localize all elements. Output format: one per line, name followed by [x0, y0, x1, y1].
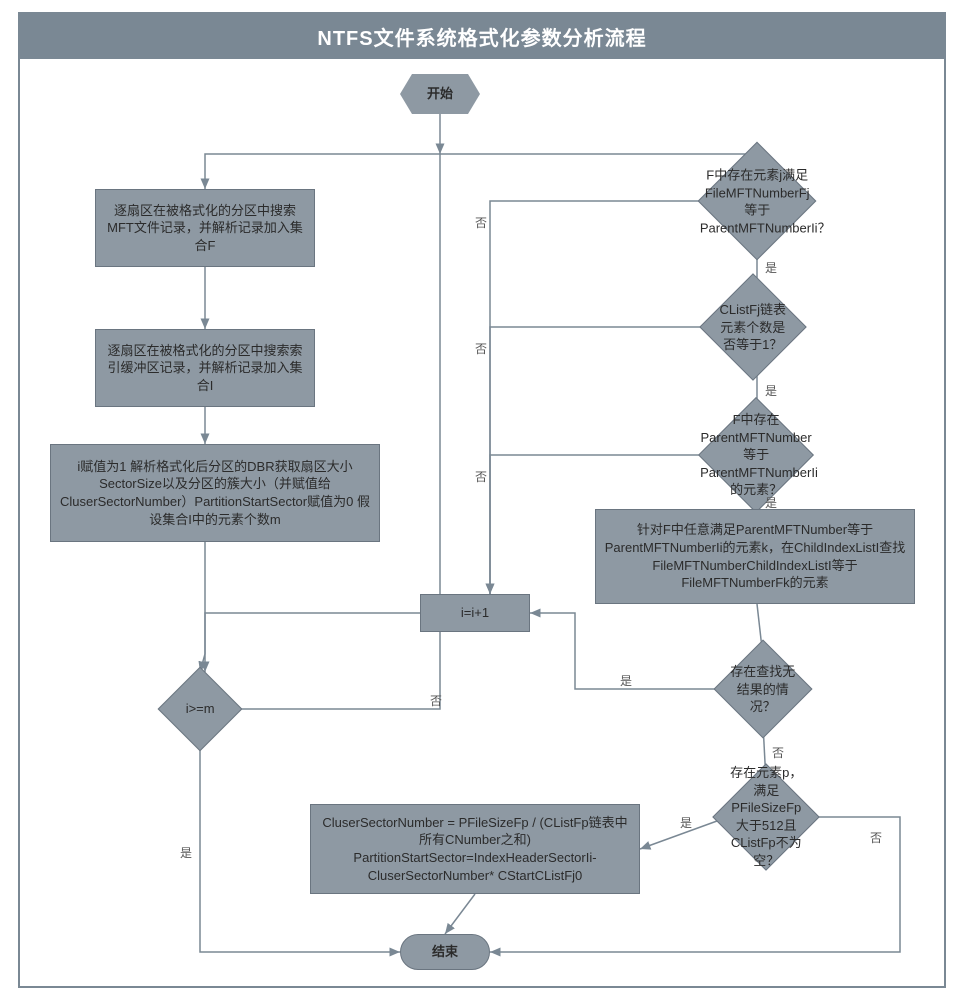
process-compute-result: CluserSectorNumber = PFileSizeFp / (CLis…	[310, 804, 640, 894]
edge-label: 否	[475, 340, 487, 357]
process-search-mft: 逐扇区在被格式化的分区中搜索MFT文件记录，并解析记录加入集合F	[95, 189, 315, 267]
edge-label: 是	[765, 259, 777, 276]
process-search-index: 逐扇区在被格式化的分区中搜索索引缓冲区记录，并解析记录加入集合I	[95, 329, 315, 407]
edge-label: 否	[430, 692, 442, 709]
process-search-child: 针对F中任意满足ParentMFTNumber等于ParentMFTNumber…	[595, 509, 915, 604]
decision-i-ge-m: i>=m	[158, 667, 243, 752]
edge-label: 是	[765, 382, 777, 399]
edge-label: 否	[870, 829, 882, 846]
process-init-vars: i赋值为1 解析格式化后分区的DBR获取扇区大小SectorSize以及分区的簇…	[50, 444, 380, 542]
flowchart-frame: NTFS文件系统格式化参数分析流程 开始 逐扇区在被格式化的分区中搜索MFT文件…	[18, 12, 946, 988]
decision-element-j: F中存在元素j满足 FileMFTNumberFj等于ParentMFTNumb…	[698, 142, 817, 261]
title-text: NTFS文件系统格式化参数分析流程	[317, 28, 646, 50]
edge-label: 否	[475, 468, 487, 485]
edge-label: 否	[475, 214, 487, 231]
edge-label: 是	[765, 494, 777, 511]
decision-no-result: 存在查找无结果的情况？	[714, 640, 813, 739]
edge-label: 是	[680, 814, 692, 831]
decision-clist-eq-1: CListFj链表元素个数是否等于1？	[699, 273, 806, 380]
end-node: 结束	[400, 934, 490, 970]
start-node: 开始	[400, 74, 480, 114]
edge-label: 是	[620, 672, 632, 689]
title-bar: NTFS文件系统格式化参数分析流程	[20, 14, 944, 59]
decision-parent-mft: F中存在ParentMFTNumber等于ParentMFTNumberIi的元…	[698, 397, 814, 513]
decision-element-p: 存在元素p，满足PFileSizeFp大于512且CListFp不为空？	[712, 763, 819, 870]
edge-label: 是	[180, 844, 192, 861]
process-increment-i: i=i+1	[420, 594, 530, 632]
edge-label: 否	[772, 744, 784, 761]
